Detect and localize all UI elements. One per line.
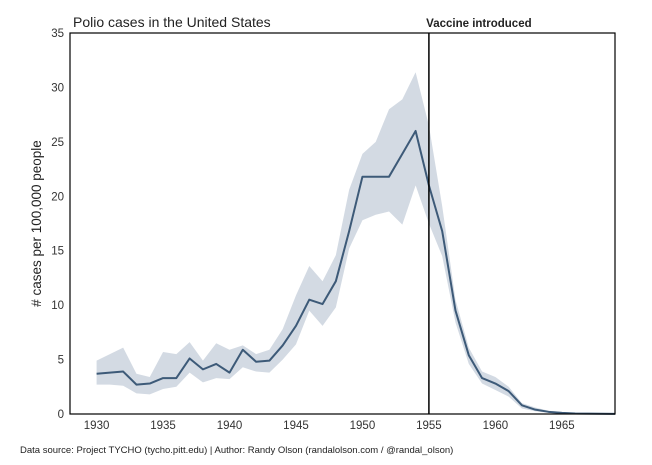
y-tick-label: 0: [58, 409, 64, 421]
confidence-band-layer: [96, 72, 616, 414]
y-tick-labels: 0 5 10 15 20 25 30 35: [51, 28, 64, 421]
y-tick-label: 35: [51, 28, 64, 40]
y-tick-label: 5: [58, 355, 64, 367]
series-line: [96, 129, 616, 415]
chart-title: Polio cases in the United States: [73, 14, 271, 30]
x-tick-labels: 1930 1935 1940 1945 1950 1955 1960 1965: [84, 420, 575, 432]
y-tick-label: 20: [51, 191, 64, 203]
y-tick-label: 15: [51, 246, 64, 258]
x-tick-label: 1930: [84, 420, 110, 432]
vaccine-annotation: Vaccine introduced: [426, 18, 531, 30]
x-tick-label: 1960: [483, 420, 509, 432]
x-tick-label: 1950: [350, 420, 376, 432]
x-tick-label: 1940: [217, 420, 243, 432]
series-line-layer: [96, 129, 616, 415]
x-tick-label: 1965: [549, 420, 575, 432]
y-tick-label: 25: [51, 137, 64, 149]
source-credit: Data source: Project TYCHO (tycho.pitt.e…: [20, 445, 453, 456]
x-tick-label: 1955: [416, 420, 442, 432]
y-tick-label: 10: [51, 300, 64, 312]
x-tick-label: 1935: [150, 420, 176, 432]
y-axis-label: # cases per 100,000 people: [29, 140, 44, 307]
x-tick-label: 1945: [283, 420, 309, 432]
plot-frame: [69, 32, 616, 415]
y-tick-label: 30: [51, 82, 64, 94]
confidence-band: [96, 72, 616, 414]
